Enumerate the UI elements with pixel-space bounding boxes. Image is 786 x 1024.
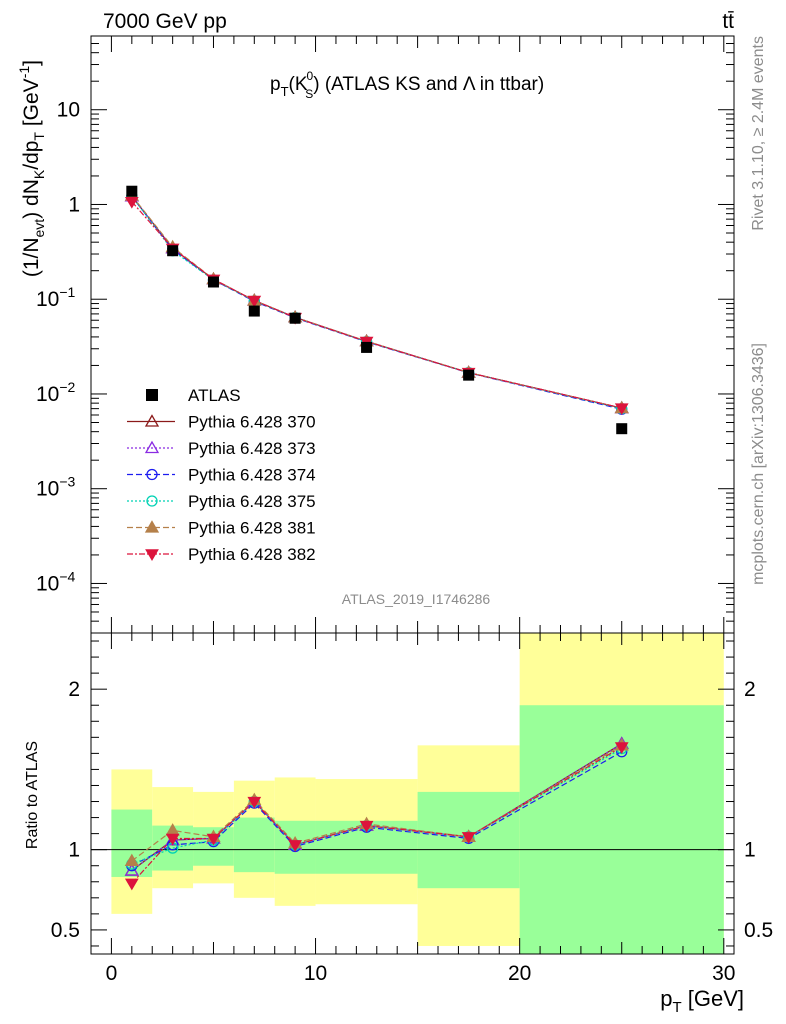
uncertainty-band-green (233, 817, 275, 873)
main-data-marks (124, 185, 629, 435)
main-frame (90, 35, 735, 634)
main-title: pT(K0 S) (ATLAS KS and Λ in ttbar) (270, 69, 544, 101)
ratio-y-tick-label: 2 (68, 678, 80, 701)
ratio-y-axis-label: Ratio to ATLAS (24, 741, 41, 849)
data-point (616, 423, 628, 435)
ratio-axes: 0.5 0.51 12 20 10 20 30 (51, 633, 773, 985)
legend-label: ATLAS (188, 386, 241, 405)
header-right-label: tt̄ (722, 10, 734, 33)
legend-marker (146, 468, 158, 481)
main-y-tick-label: 10 (57, 99, 80, 122)
legend-label: Pythia 6.428 370 (188, 413, 316, 432)
ratio-uncertainty-bands (91, 633, 734, 954)
ratio-series-point (165, 833, 180, 846)
x-tick-label: 30 (712, 962, 735, 985)
data-point (207, 276, 219, 288)
ratio-y-tick-label: 1 (68, 839, 80, 862)
ratio-series-point (206, 833, 221, 846)
ratio-series-point (124, 878, 139, 891)
legend-label: Pythia 6.428 374 (188, 466, 316, 485)
ratio-series-point (247, 796, 262, 809)
main-y-axis-label: (1/Nevt) dNK/dpT [GeV-1] (16, 60, 47, 277)
legend-marker (144, 440, 160, 454)
ratio-panel: 0.5 0.51 12 20 10 20 30 Ratio to ATLAS pT [GeV… (24, 632, 773, 1016)
rivet-version-label: Rivet 3.1.10, ≥ 2.4M events (750, 36, 767, 231)
ratio-y-tick-label: 0.5 (51, 919, 80, 942)
series-line (131, 195, 622, 409)
legend-marker (144, 520, 160, 533)
x-axis-label: pT [GeV] (660, 986, 744, 1016)
series-line (131, 201, 622, 409)
ratio-series-line (131, 751, 623, 867)
series-line (131, 195, 622, 409)
series-line (131, 195, 622, 410)
data-point (248, 305, 260, 317)
data-point (126, 185, 138, 197)
ratio-series-point (614, 742, 629, 754)
x-tick-label: 0 (106, 962, 118, 985)
legend-label: Pythia 6.428 373 (188, 439, 316, 458)
x-tick-label: 20 (508, 962, 531, 985)
legend-marker (145, 549, 159, 561)
mcplots-label: mcplots.cern.ch [arXiv:1306.3436] (750, 343, 767, 585)
main-y-tick-label: 10−3 (36, 474, 76, 501)
data-point (463, 369, 475, 381)
ratio-series-point (359, 820, 374, 833)
ratio-series-line (131, 744, 623, 862)
ratio-series-point (124, 853, 139, 867)
main-panel: 10 1 10−1 10−2 10−3 10−4 pT(K0 S) (ATLAS KS an… (16, 35, 735, 634)
legend-marker (146, 495, 158, 507)
ratio-series-point (461, 832, 476, 844)
ratio-frame (90, 632, 735, 955)
ratio-data-marks (124, 736, 629, 891)
legend-label: Pythia 6.428 375 (188, 492, 316, 511)
header-left-label: 7000 GeV pp (103, 10, 227, 33)
series-line (131, 195, 622, 409)
main-y-tick-label: 10−1 (36, 284, 76, 311)
ratio-y-tick-label-right: 2 (744, 678, 756, 701)
ratio-series-point (288, 840, 303, 852)
series-point (247, 295, 262, 308)
data-point (167, 245, 179, 257)
main-y-tick-label: 10−4 (36, 568, 76, 595)
legend-marker (144, 414, 160, 427)
main-y-tick-label: 1 (68, 193, 80, 216)
main-axes: 10 1 10−1 10−2 10−3 10−4 (36, 35, 734, 634)
ratio-series-line (131, 746, 623, 884)
legend: ATLAS Pythia 6.428 370 Pythia 6.428 373 Pyt… (127, 386, 316, 564)
series-point (124, 196, 139, 209)
analysis-watermark: ATLAS_2019_I1746286 (342, 591, 491, 607)
legend-marker (146, 389, 158, 401)
legend-label: Pythia 6.428 381 (188, 519, 316, 538)
ratio-y-tick-label-right: 0.5 (744, 919, 773, 942)
legend-label: Pythia 6.428 382 (188, 545, 316, 564)
series-point (614, 403, 629, 416)
ratio-y-tick-label-right: 1 (744, 839, 756, 862)
main-y-tick-label: 10−2 (36, 379, 76, 406)
data-point (361, 341, 373, 353)
series-line (131, 195, 622, 410)
data-point (289, 312, 301, 324)
x-tick-label: 10 (304, 962, 327, 985)
